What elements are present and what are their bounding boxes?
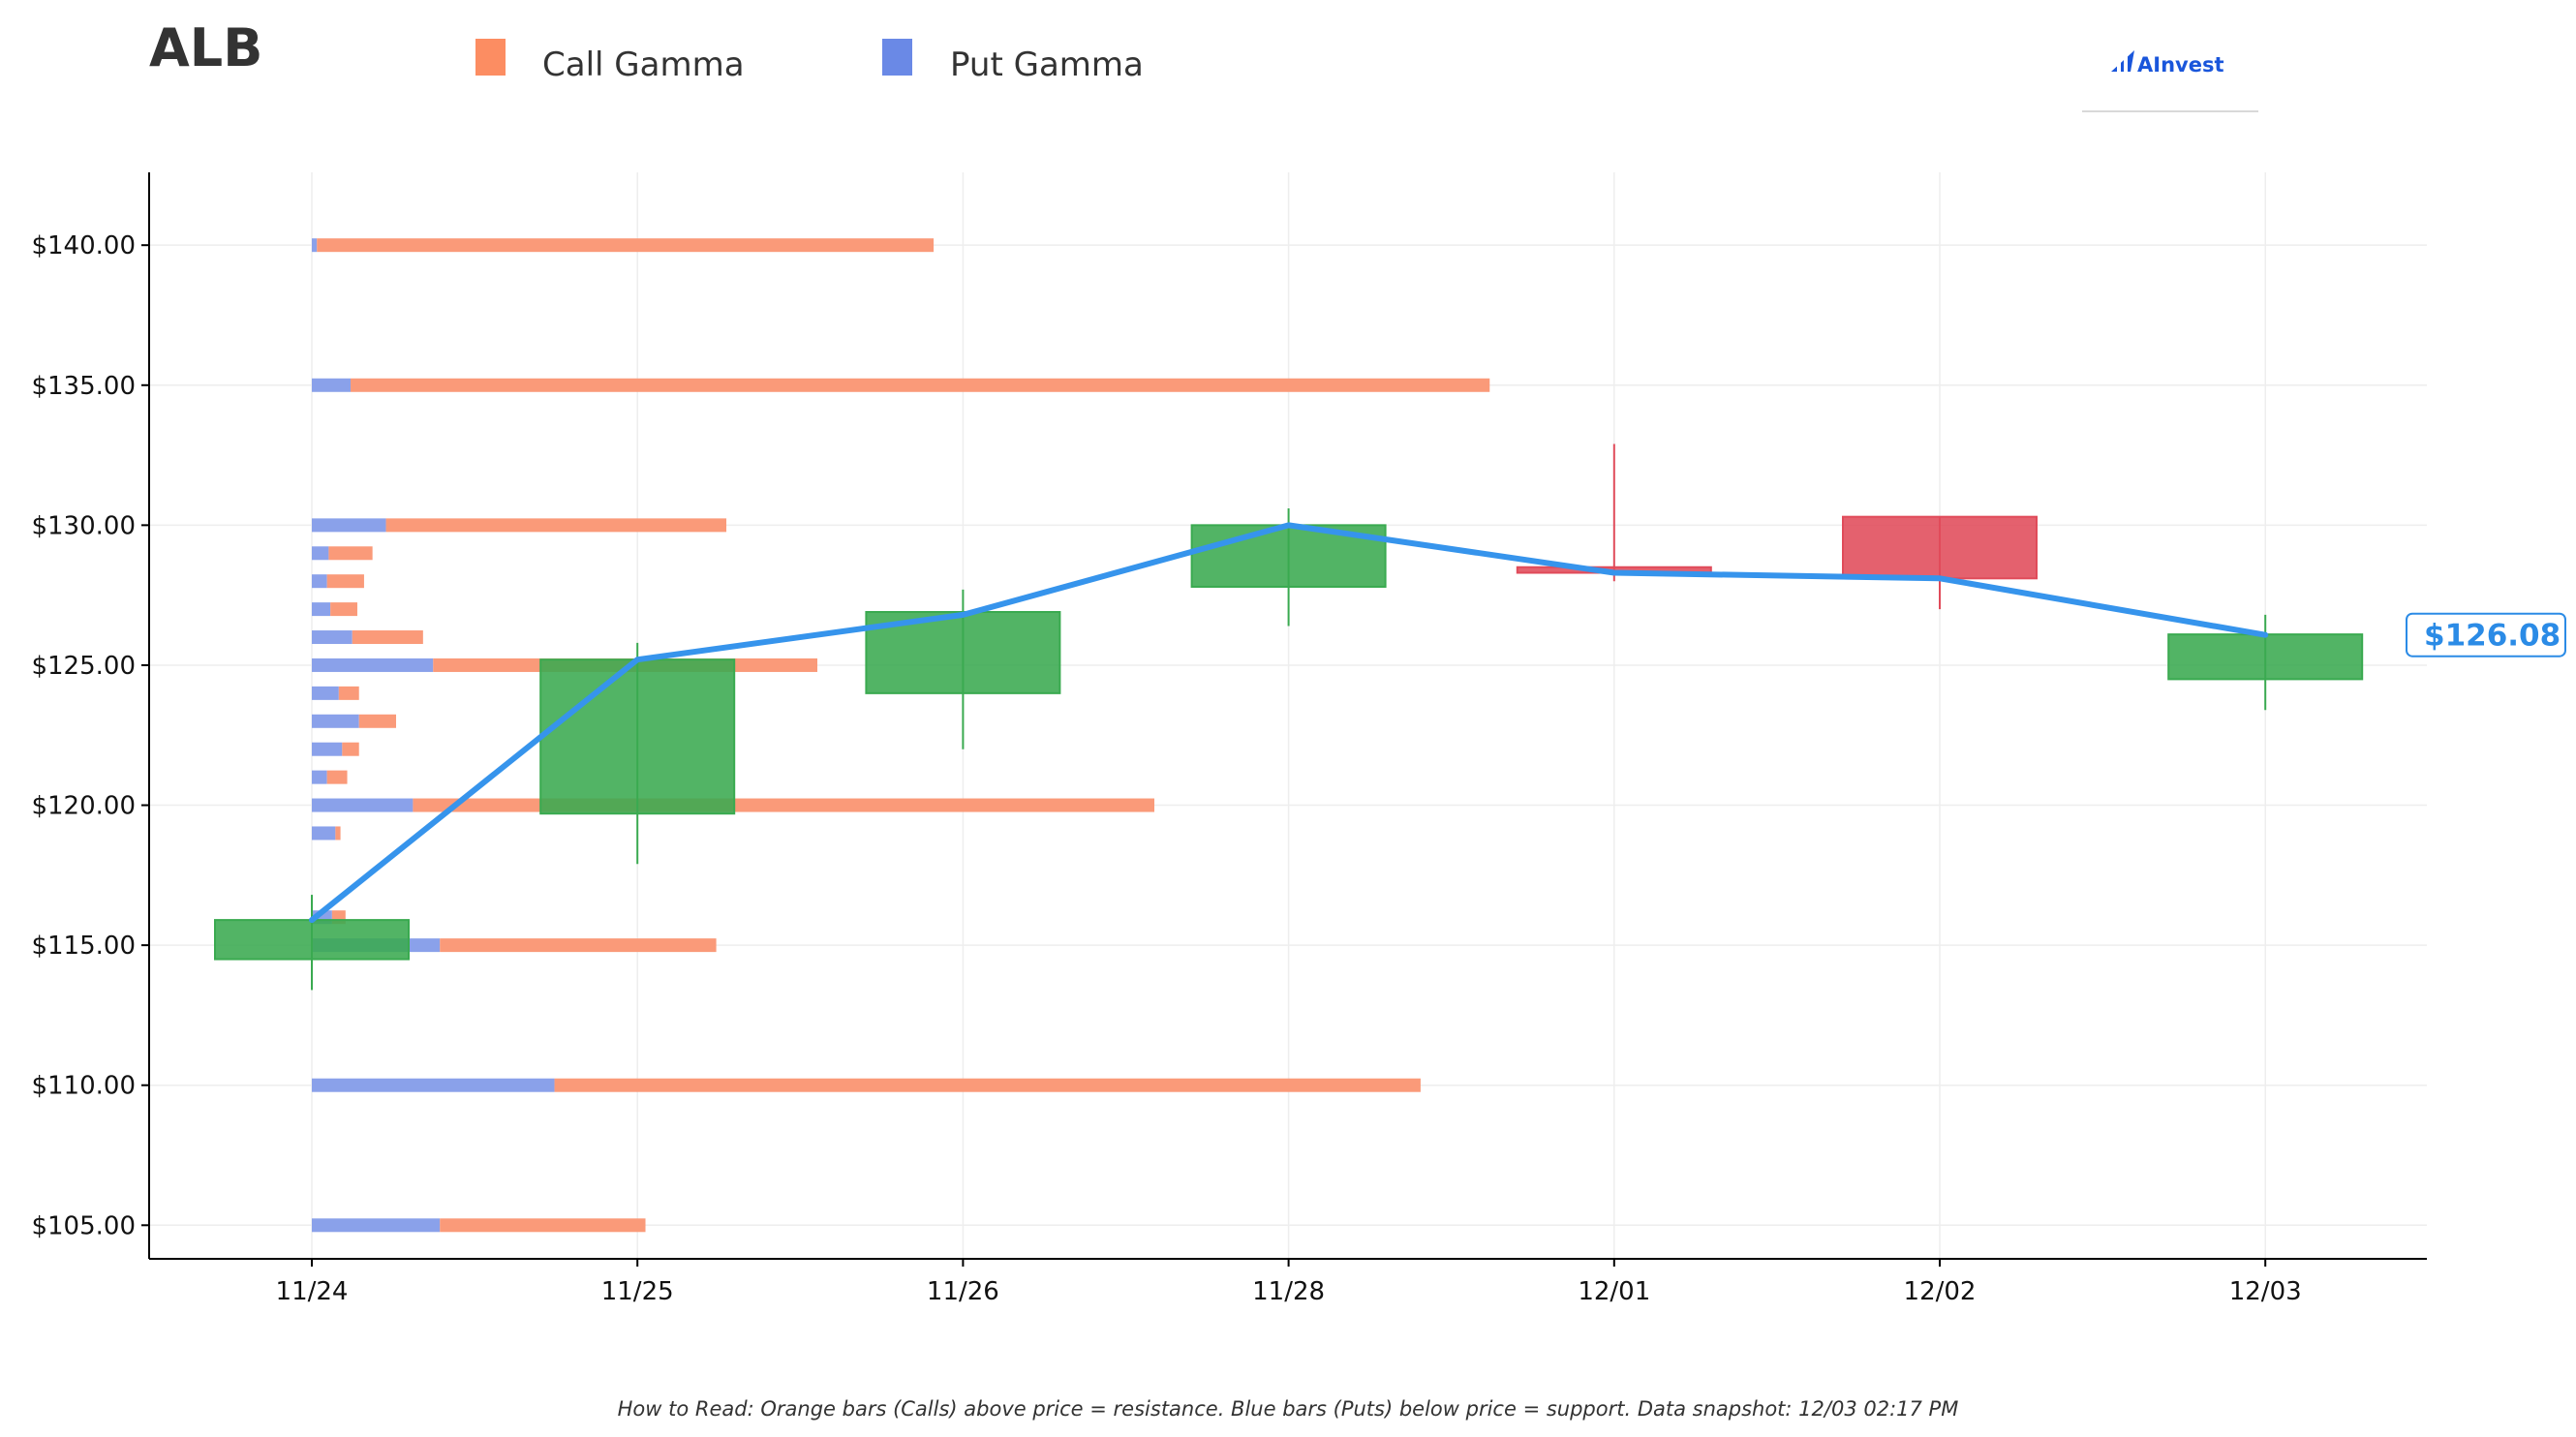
call-gamma-bar	[326, 574, 364, 589]
how-to-read-footnote: How to Read: Orange bars (Calls) above p…	[618, 1397, 1959, 1421]
put-gamma-bar	[312, 602, 331, 617]
price-line-layer	[309, 522, 2269, 924]
current-price-box	[2406, 612, 2566, 657]
y-tick-label: $110.00	[31, 1072, 136, 1101]
put-gamma-bar	[312, 518, 386, 533]
candle-body-up	[214, 919, 410, 961]
x-tick-label: 12/03	[2229, 1277, 2302, 1306]
call-gamma-bar	[338, 686, 359, 700]
price-line	[309, 522, 2269, 924]
ainvest-logo-icon	[2111, 50, 2134, 72]
put-gamma-bar	[312, 770, 327, 784]
y-tick-label: $135.00	[31, 372, 136, 401]
call-gamma-bar	[440, 1218, 646, 1233]
candle-body-up	[539, 658, 736, 815]
call-gamma-bar	[413, 798, 1154, 812]
y-tick-label: $125.00	[31, 652, 136, 681]
call-gamma-bar	[335, 826, 341, 841]
current-price-tag: $126.08	[2406, 612, 2566, 657]
put-gamma-bar	[312, 686, 339, 700]
put-gamma-bar	[312, 657, 434, 672]
call-gamma-bar	[554, 1078, 1421, 1092]
x-tick-label: 12/01	[1578, 1277, 1650, 1306]
call-gamma-bar	[351, 378, 1490, 392]
call-gamma-bar	[358, 714, 396, 728]
put-gamma-bar	[312, 378, 352, 392]
put-gamma-bar	[312, 742, 343, 756]
y-tick-label: $105.00	[31, 1211, 136, 1240]
put-gamma-bar	[312, 1218, 441, 1233]
y-tick-label: $120.00	[31, 792, 136, 821]
put-gamma-bar	[312, 826, 336, 841]
gamma-bars	[312, 238, 1490, 1233]
x-tick-label: 11/28	[1252, 1277, 1325, 1306]
axes: $105.00 $110.00 $115.00 $120.00 $125.00 $130.…	[31, 172, 2427, 1306]
y-tick-label: $140.00	[31, 231, 136, 260]
logo-text: AInvest	[2137, 53, 2224, 76]
call-gamma-bar	[330, 602, 357, 617]
candle-body-down	[1842, 515, 2038, 580]
candle-body-up	[2167, 633, 2364, 681]
current-price-label: $126.08	[2424, 619, 2561, 654]
ainvest-logo: AInvest	[2082, 50, 2258, 112]
legend-put-swatch	[882, 39, 912, 76]
call-gamma-bar	[328, 546, 373, 561]
put-gamma-bar	[312, 574, 327, 589]
y-tick-label: $115.00	[31, 932, 136, 961]
legend-put-label: Put Gamma	[950, 46, 1144, 84]
call-gamma-bar	[352, 630, 423, 645]
legend-call-swatch	[475, 39, 506, 76]
put-gamma-bar	[312, 798, 414, 812]
put-gamma-bar	[312, 546, 329, 561]
call-gamma-bar	[385, 518, 727, 533]
call-gamma-bar	[317, 238, 935, 253]
put-gamma-bar	[312, 630, 353, 645]
call-gamma-bar	[440, 938, 717, 953]
put-gamma-bar	[312, 238, 318, 253]
x-tick-label: 11/25	[601, 1277, 674, 1306]
put-gamma-bar	[312, 1078, 555, 1092]
legend-call-label: Call Gamma	[542, 46, 745, 84]
candlesticks	[214, 443, 2364, 991]
x-tick-label: 12/02	[1904, 1277, 1977, 1306]
call-gamma-bar	[326, 770, 348, 784]
ticker-title: ALB	[149, 17, 262, 78]
y-tick-label: $130.00	[31, 511, 136, 540]
call-gamma-bar	[342, 742, 359, 756]
grid-lines	[149, 172, 2427, 1259]
x-tick-label: 11/24	[276, 1277, 349, 1306]
legend: Call Gamma Put Gamma	[475, 39, 1144, 84]
put-gamma-bar	[312, 714, 359, 728]
x-tick-label: 11/26	[927, 1277, 999, 1306]
